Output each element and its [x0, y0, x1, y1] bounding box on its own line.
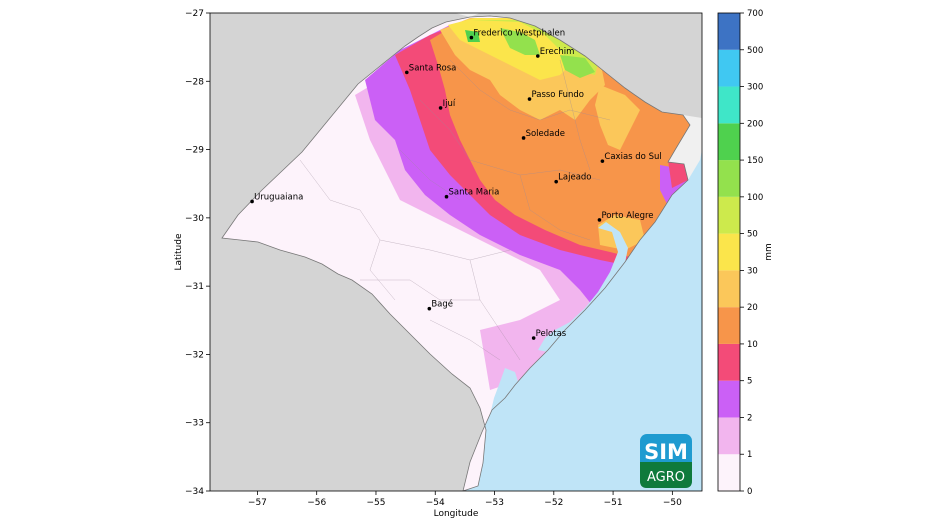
x-tick-label: −55 — [366, 498, 385, 508]
city-marker — [438, 106, 443, 110]
city-label: Lajeado — [558, 173, 591, 183]
colorbar-swatch — [718, 123, 740, 161]
colorbar-tick-label: 10 — [747, 340, 758, 350]
x-tick-label: −56 — [307, 498, 326, 508]
state-border — [221, 15, 691, 491]
cities-layer: Frederico Westphalen Erechim Santa Rosa Pas… — [250, 29, 662, 340]
city-label: Bagé — [431, 299, 453, 310]
city-marker — [444, 194, 449, 199]
colorbar-swatch — [718, 417, 740, 455]
colorbar-tick-label: 2 — [747, 413, 752, 423]
colorbar-swatch — [718, 49, 740, 87]
city-label: Porto Alegre — [601, 211, 653, 221]
logo-background-bottom — [640, 462, 692, 488]
lagoa-mirim — [490, 368, 520, 420]
sim-agro-logo: SIM AGRO — [640, 434, 692, 488]
colorbar: 0 1 2 5 10 20 30 50 100 150 200 300 500 700 — [717, 9, 763, 497]
colorbar-swatch — [718, 233, 740, 271]
lagoa-dos-patos — [538, 222, 628, 352]
colorbar-swatch — [718, 380, 740, 418]
x-tick-label: −51 — [604, 498, 623, 508]
y-tick-label: −29 — [185, 146, 204, 156]
municipal-boundaries — [299, 59, 611, 361]
colorbar-tick-label: 1 — [747, 450, 752, 460]
logo-text-agro: AGRO — [647, 470, 685, 485]
colorbar-tick-label: 100 — [747, 193, 763, 203]
colorbar-tick-label: 0 — [747, 487, 752, 497]
colorbar-tick-label: 500 — [747, 46, 763, 56]
city-label: Soledade — [526, 129, 565, 139]
y-axis-ticks: −27 −28 −29 −30 −31 −32 −33 −34 — [185, 9, 210, 497]
colorbar-swatch — [718, 196, 740, 234]
colorbar-tick-label: 5 — [747, 377, 752, 387]
city-label: Erechim — [540, 47, 575, 57]
city-marker — [521, 136, 526, 140]
x-axis-ticks: −57 −56 −55 −54 −53 −52 −51 −50 — [248, 491, 682, 508]
colorbar-tick-label: 30 — [747, 266, 758, 276]
colorbar-label: mm — [764, 243, 774, 261]
colorbar-swatch — [718, 454, 740, 491]
city-marker — [527, 97, 532, 101]
colorbar-swatch — [718, 86, 740, 124]
city-label: Santa Rosa — [409, 63, 457, 73]
city-marker — [405, 70, 409, 75]
colorbar-tick-label: 200 — [747, 119, 763, 129]
y-tick-label: −28 — [185, 77, 204, 87]
city-marker — [427, 306, 432, 311]
y-tick-label: −33 — [185, 419, 204, 429]
neighbor-land — [210, 13, 486, 491]
x-tick-label: −52 — [544, 498, 563, 508]
x-tick-label: −53 — [485, 498, 504, 508]
colorbar-swatch — [718, 307, 740, 344]
city-label: Caxias do Sul — [604, 152, 661, 162]
colorbar-tick-label: 20 — [747, 303, 758, 313]
colorbar-swatch — [718, 13, 740, 50]
colorbar-swatch — [718, 270, 740, 308]
city-label: Ijuí — [443, 99, 456, 109]
colorbar-tick-label: 150 — [747, 156, 763, 166]
city-label: Santa Maria — [449, 188, 500, 198]
city-marker — [469, 35, 474, 40]
x-tick-label: −57 — [248, 498, 267, 508]
y-tick-label: −27 — [185, 9, 204, 19]
colorbar-tick-label: 50 — [747, 230, 758, 240]
city-label: Passo Fundo — [532, 90, 585, 100]
colorbar-tick-label: 300 — [747, 83, 763, 93]
y-tick-label: −31 — [185, 282, 204, 292]
colorbar-tick-label: 700 — [747, 9, 763, 19]
y-axis-label: Latitude — [174, 233, 184, 271]
city-label: Pelotas — [536, 329, 567, 339]
colorbar-swatch — [718, 160, 740, 197]
y-tick-label: −34 — [185, 487, 204, 497]
y-tick-label: −32 — [185, 350, 204, 360]
x-tick-label: −54 — [426, 498, 445, 508]
x-tick-label: −50 — [663, 498, 682, 508]
city-marker — [554, 179, 558, 184]
colorbar-swatch — [718, 343, 740, 381]
x-axis-label: Longitude — [434, 509, 479, 519]
city-marker — [531, 336, 536, 340]
city-marker — [250, 199, 254, 204]
y-tick-label: −30 — [185, 214, 204, 224]
city-marker — [597, 218, 602, 222]
logo-text-sim: SIM — [644, 440, 688, 464]
plot-frame — [209, 12, 703, 492]
neighbor-land-north — [470, 13, 702, 118]
city-label: Uruguaiana — [254, 192, 303, 202]
city-marker — [536, 54, 540, 58]
city-label: Frederico Westphalen — [473, 29, 565, 39]
city-marker — [600, 159, 605, 163]
colorbar-frame — [717, 12, 741, 492]
